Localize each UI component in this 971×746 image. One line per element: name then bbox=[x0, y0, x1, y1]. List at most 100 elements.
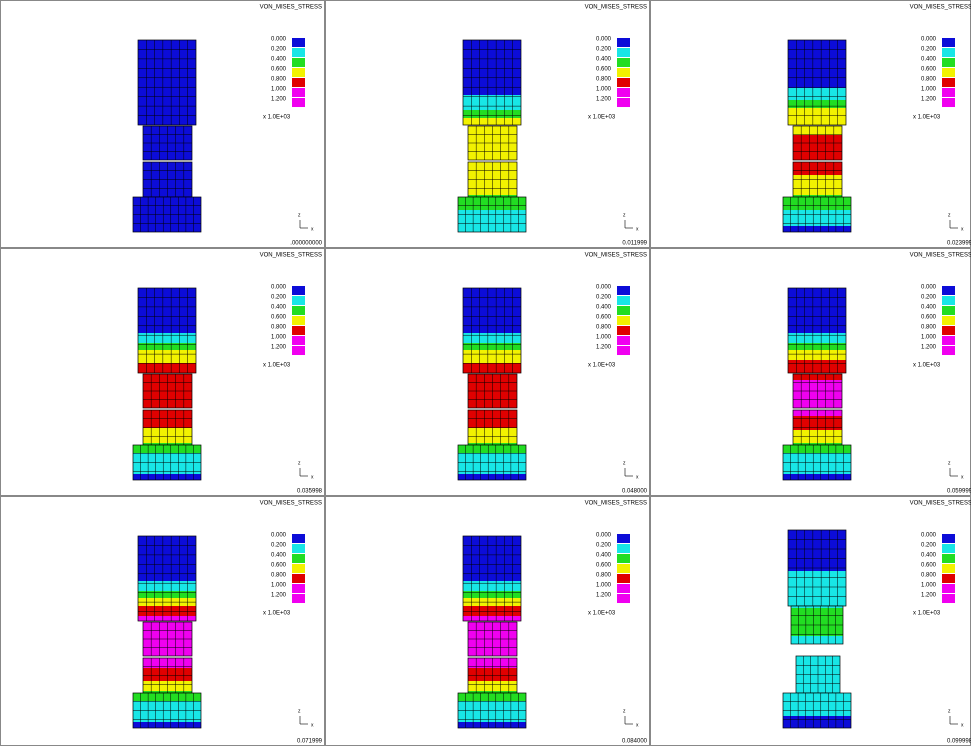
legend-swatch bbox=[292, 306, 305, 315]
stress-band bbox=[463, 118, 521, 125]
legend-multiplier: x 1.0E+03 bbox=[263, 115, 291, 121]
stress-band bbox=[791, 636, 843, 644]
time-label: 0.048000 bbox=[622, 489, 648, 495]
legend-swatch bbox=[942, 336, 955, 345]
legend-label: 0.400 bbox=[596, 57, 612, 63]
legend-label: 1.200 bbox=[596, 593, 612, 599]
legend-swatch bbox=[292, 68, 305, 77]
legend-multiplier: x 1.0E+03 bbox=[588, 363, 616, 369]
stress-band bbox=[133, 453, 201, 474]
legend-swatch bbox=[292, 98, 305, 107]
stress-band bbox=[458, 474, 526, 480]
stress-band bbox=[138, 536, 196, 581]
legend-label: 1.000 bbox=[271, 583, 287, 589]
legend-swatch bbox=[292, 584, 305, 593]
legend-label: 0.400 bbox=[921, 553, 937, 559]
legend-swatch bbox=[617, 544, 630, 553]
legend-swatch bbox=[942, 48, 955, 57]
panel-title: VON_MISES_STRESS bbox=[260, 253, 322, 259]
legend-swatch bbox=[292, 78, 305, 87]
stress-band bbox=[463, 606, 521, 616]
legend-swatch bbox=[942, 584, 955, 593]
legend-swatch bbox=[617, 564, 630, 573]
legend-multiplier: x 1.0E+03 bbox=[588, 611, 616, 617]
legend-swatch bbox=[617, 554, 630, 563]
panel: VON_MISES_STRESS0.0119990.0000.2000.4000… bbox=[326, 1, 650, 248]
legend-label: 1.200 bbox=[271, 593, 287, 599]
legend-swatch bbox=[617, 78, 630, 87]
legend-swatch bbox=[942, 68, 955, 77]
legend-label: 0.000 bbox=[596, 533, 612, 539]
stress-band bbox=[138, 606, 196, 616]
legend-label: 0.600 bbox=[921, 67, 937, 73]
legend-label: 0.800 bbox=[921, 325, 937, 331]
legend-swatch bbox=[942, 78, 955, 87]
legend-swatch bbox=[292, 296, 305, 305]
legend-swatch bbox=[292, 336, 305, 345]
panel-title: VON_MISES_STRESS bbox=[910, 5, 971, 11]
legend-swatch bbox=[292, 286, 305, 295]
legend-swatch bbox=[942, 534, 955, 543]
legend-label: 1.000 bbox=[921, 87, 937, 93]
legend-label: 0.200 bbox=[596, 47, 612, 53]
stress-band bbox=[463, 110, 521, 118]
panel: VON_MISES_STRESS0.0719990.0000.2000.4000… bbox=[1, 497, 325, 746]
stress-band bbox=[138, 591, 196, 598]
legend-swatch bbox=[617, 38, 630, 47]
legend-label: 0.200 bbox=[921, 543, 937, 549]
stress-band bbox=[458, 445, 526, 453]
stress-band bbox=[463, 536, 521, 581]
legend-label: 0.000 bbox=[921, 285, 937, 291]
legend-label: 0.000 bbox=[921, 37, 937, 43]
legend-swatch bbox=[942, 564, 955, 573]
stress-band bbox=[458, 453, 526, 474]
stress-band bbox=[783, 716, 851, 728]
panel-title: VON_MISES_STRESS bbox=[910, 501, 971, 507]
time-label: 0.084000 bbox=[622, 739, 648, 745]
legend-swatch bbox=[617, 48, 630, 57]
legend-swatch bbox=[617, 534, 630, 543]
legend-swatch bbox=[292, 574, 305, 583]
panel: VON_MISES_STRESS.0000000000.0000.2000.40… bbox=[1, 1, 325, 248]
legend-swatch bbox=[942, 594, 955, 603]
legend-swatch bbox=[617, 316, 630, 325]
time-label: 0.071999 bbox=[297, 739, 323, 745]
stress-band bbox=[788, 108, 846, 125]
legend-label: 1.000 bbox=[271, 335, 287, 341]
legend-label: 0.400 bbox=[271, 57, 287, 63]
stress-band bbox=[138, 363, 196, 373]
legend-label: 0.200 bbox=[271, 543, 287, 549]
legend-label: 0.000 bbox=[596, 37, 612, 43]
panel: VON_MISES_STRESS0.0999980.0000.2000.4000… bbox=[651, 497, 971, 746]
legend-multiplier: x 1.0E+03 bbox=[263, 611, 291, 617]
stress-band bbox=[783, 226, 851, 232]
time-label: 0.035998 bbox=[297, 489, 323, 495]
stress-band bbox=[788, 571, 846, 606]
legend-multiplier: x 1.0E+03 bbox=[913, 611, 941, 617]
stress-band bbox=[133, 701, 201, 722]
legend-swatch bbox=[292, 48, 305, 57]
stress-band bbox=[138, 616, 196, 621]
stress-band bbox=[783, 445, 851, 453]
panel: VON_MISES_STRESS0.0359980.0000.2000.4000… bbox=[1, 249, 325, 496]
stress-band bbox=[788, 360, 846, 373]
stress-band bbox=[788, 343, 846, 350]
legend-multiplier: x 1.0E+03 bbox=[913, 363, 941, 369]
legend-label: 1.200 bbox=[271, 345, 287, 351]
legend-swatch bbox=[292, 58, 305, 67]
panel-title: VON_MISES_STRESS bbox=[260, 501, 322, 507]
stress-band bbox=[458, 197, 526, 210]
stress-band bbox=[463, 616, 521, 621]
panel-grid: VON_MISES_STRESS.0000000000.0000.2000.40… bbox=[0, 0, 971, 746]
legend-swatch bbox=[292, 544, 305, 553]
legend-swatch bbox=[617, 574, 630, 583]
legend-label: 0.800 bbox=[271, 325, 287, 331]
legend-label: 0.400 bbox=[596, 553, 612, 559]
stress-band bbox=[788, 100, 846, 108]
panel-title: VON_MISES_STRESS bbox=[585, 253, 647, 259]
stress-band bbox=[133, 722, 201, 728]
legend-swatch bbox=[292, 88, 305, 97]
legend-swatch bbox=[292, 38, 305, 47]
legend-swatch bbox=[942, 574, 955, 583]
legend-swatch bbox=[292, 316, 305, 325]
